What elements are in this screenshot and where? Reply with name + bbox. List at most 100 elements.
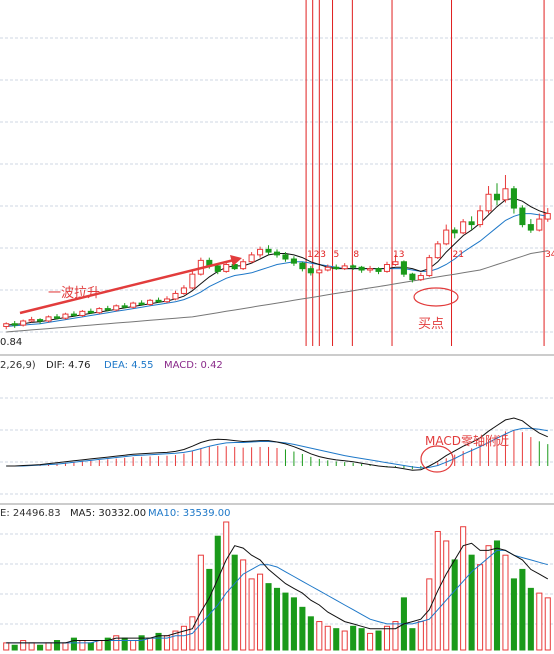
volume-bar-12 [104, 637, 111, 651]
candle-body-31 [265, 248, 272, 253]
volume-bar-2 [20, 640, 27, 651]
volume-bar-42 [358, 628, 365, 651]
macd-label: MACD: 0.42 [164, 360, 223, 371]
candle-body-64 [544, 213, 551, 220]
candle-body-60 [510, 188, 517, 209]
dea-label: DEA: 4.55 [104, 360, 154, 371]
candle-body-61 [519, 207, 526, 226]
volume-bar-31 [265, 583, 272, 651]
candle-body-6 [53, 316, 61, 319]
candle-body-19 [163, 298, 171, 303]
fib-label-5: 5 [334, 250, 340, 260]
buy-point-circle [413, 287, 459, 307]
volume-bar-5 [45, 642, 52, 651]
candle-body-52 [443, 229, 450, 245]
volume-bar-61 [519, 568, 526, 651]
grid-layer [0, 37, 554, 625]
candle-body-9 [79, 310, 86, 316]
candle-body-33 [282, 254, 289, 260]
fib-label-13: 13 [393, 250, 404, 260]
volume-bar-60 [510, 578, 517, 651]
candle-body-28 [240, 261, 247, 270]
ma-lines [6, 197, 548, 333]
candle-body-2 [20, 320, 27, 326]
candles [3, 175, 551, 330]
macd-zero-circle [420, 445, 454, 473]
candle-body-14 [121, 305, 128, 308]
wave-arrow-head [230, 255, 242, 266]
volume-bar-6 [53, 640, 61, 651]
volume-bar-35 [299, 606, 306, 651]
candle-body-26 [223, 264, 230, 272]
candle-body-56 [477, 210, 484, 226]
volume-bar-8 [70, 637, 77, 651]
ma-black-line [6, 197, 548, 326]
volume-bar-62 [527, 587, 534, 651]
candle-body-41 [350, 265, 357, 268]
volume-bar-25 [214, 535, 221, 651]
candle-body-3 [28, 319, 35, 322]
candle-body-1 [11, 323, 18, 326]
volume-bar-41 [350, 625, 357, 651]
wave-annotation: 一波拉升 [48, 286, 100, 301]
volume-bar-45 [383, 625, 391, 651]
wave-arrow [19, 255, 242, 315]
volume-bar-26 [223, 521, 230, 651]
volume-bar-20 [172, 630, 179, 651]
volume-bar-27 [231, 554, 238, 651]
fib-label-8: 8 [353, 250, 359, 260]
volume-bar-48 [409, 628, 416, 651]
candle-body-51 [434, 243, 441, 259]
candle-body-27 [231, 264, 238, 270]
volume-bar-53 [451, 559, 458, 651]
macd-annotation: MACD零轴附近 [425, 433, 509, 448]
fib-label-3: 3 [320, 250, 326, 260]
volume-bar-16 [138, 635, 145, 651]
vol-ma5-line [6, 542, 549, 644]
candle-body-10 [87, 310, 94, 314]
macd-header: 2,26,9) DIF: 4.76 DEA: 4.55 MACD: 0.42 [0, 360, 223, 371]
candle-body-54 [460, 221, 467, 234]
dif-label: DIF: 4.76 [46, 360, 90, 371]
fib-label-1: 1 [307, 250, 313, 260]
candle-body-20 [172, 292, 179, 300]
volume-bar-3 [28, 642, 35, 651]
candle-body-8 [70, 313, 77, 316]
candle-body-53 [451, 229, 458, 234]
volume-bar-1 [11, 644, 18, 651]
volume-bar-63 [536, 592, 543, 651]
volume-bar-11 [96, 640, 103, 651]
candle-body-59 [502, 188, 509, 201]
candle-body-16 [138, 302, 145, 305]
volume-bar-46 [392, 621, 399, 651]
volume-bar-36 [307, 616, 314, 651]
candle-body-58 [493, 193, 501, 201]
volume-panel [3, 521, 551, 651]
price-low-label: 0.84 [0, 337, 22, 348]
candle-body-44 [375, 268, 382, 272]
candle-body-37 [316, 269, 323, 274]
vol-ma10-label: MA10: 33539.00 [148, 508, 230, 519]
candle-body-15 [130, 302, 137, 308]
volume-bar-32 [273, 587, 281, 651]
candle-body-35 [299, 262, 306, 270]
price-panel [3, 175, 551, 333]
volume-bar-18 [155, 632, 162, 651]
candle-body-0 [3, 323, 10, 327]
candle-body-55 [468, 221, 475, 226]
candle-body-57 [485, 193, 492, 212]
buy-annotation: 买点 [418, 317, 444, 332]
volume-bar-58 [493, 540, 501, 651]
volume-bar-57 [485, 545, 492, 651]
candle-body-13 [113, 305, 120, 311]
volume-bar-29 [248, 578, 255, 651]
dif-line [6, 417, 548, 471]
volume-bar-38 [324, 625, 331, 651]
volume-bar-28 [240, 559, 247, 651]
candle-body-63 [536, 218, 543, 231]
candle-body-7 [62, 313, 69, 319]
candle-body-45 [383, 264, 391, 272]
volume-bar-34 [290, 597, 297, 651]
candle-body-34 [290, 258, 297, 264]
volume-bar-14 [121, 637, 128, 651]
